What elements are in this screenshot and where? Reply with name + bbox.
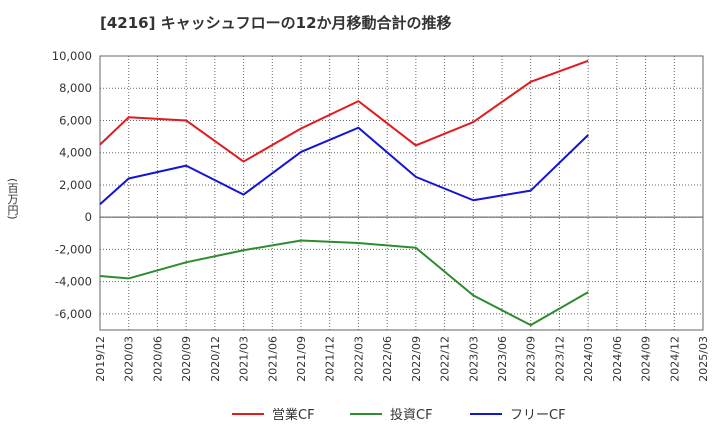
legend-label: 投資CF [390, 407, 433, 423]
x-tick-label: 2022/03 [352, 336, 365, 382]
x-tick-label: 2021/03 [238, 336, 251, 382]
x-tick-label: 2023/09 [525, 336, 538, 382]
x-tick-label: 2021/12 [324, 336, 337, 382]
y-tick-label: 2,000 [59, 178, 92, 192]
plot-area [100, 56, 703, 330]
y-tick-label: 8,000 [59, 81, 92, 95]
x-tick-label: 2023/06 [496, 336, 509, 382]
y-tick-label: 0 [85, 210, 92, 224]
series-line-営業CF [99, 59, 589, 163]
x-tick-label: 2019/12 [94, 336, 107, 382]
x-tick-label: 2020/06 [151, 336, 164, 382]
y-tick-label: 6,000 [59, 113, 92, 127]
x-tick-label: 2020/09 [180, 336, 193, 382]
x-tick-label: 2022/12 [439, 336, 452, 382]
plot-frame [99, 55, 704, 331]
legend-label: 営業CF [272, 407, 315, 423]
y-tick-label: -4,000 [55, 275, 92, 289]
legend-label: フリーCF [510, 408, 566, 423]
x-tick-label: 2023/03 [467, 336, 480, 382]
x-tick-label: 2020/03 [123, 336, 136, 382]
x-tick-label: 2022/09 [410, 336, 423, 382]
x-tick-label: 2024/03 [582, 336, 595, 382]
x-tick-label: 2022/06 [381, 336, 394, 382]
y-tick-label: -2,000 [55, 242, 92, 256]
y-tick-label: -6,000 [55, 307, 92, 321]
y-axis-label: (百万円) [6, 178, 19, 220]
series-line-フリーCF [99, 126, 589, 206]
x-tick-label: 2021/09 [295, 336, 308, 382]
y-tick-label: 4,000 [59, 146, 92, 160]
x-tick-label: 2024/12 [668, 336, 681, 382]
x-tick-label: 2023/12 [553, 336, 566, 382]
x-tick-label: 2021/06 [266, 336, 279, 382]
series-line-投資CF [99, 239, 589, 327]
x-tick-label: 2024/06 [611, 336, 624, 382]
x-tick-label: 2024/09 [640, 336, 653, 382]
x-tick-label: 2020/12 [209, 336, 222, 382]
y-tick-label: 10,000 [52, 49, 92, 63]
chart-title: [4216] キャッシュフローの12か月移動合計の推移 [100, 14, 452, 32]
x-tick-label: 2025/03 [697, 336, 710, 382]
